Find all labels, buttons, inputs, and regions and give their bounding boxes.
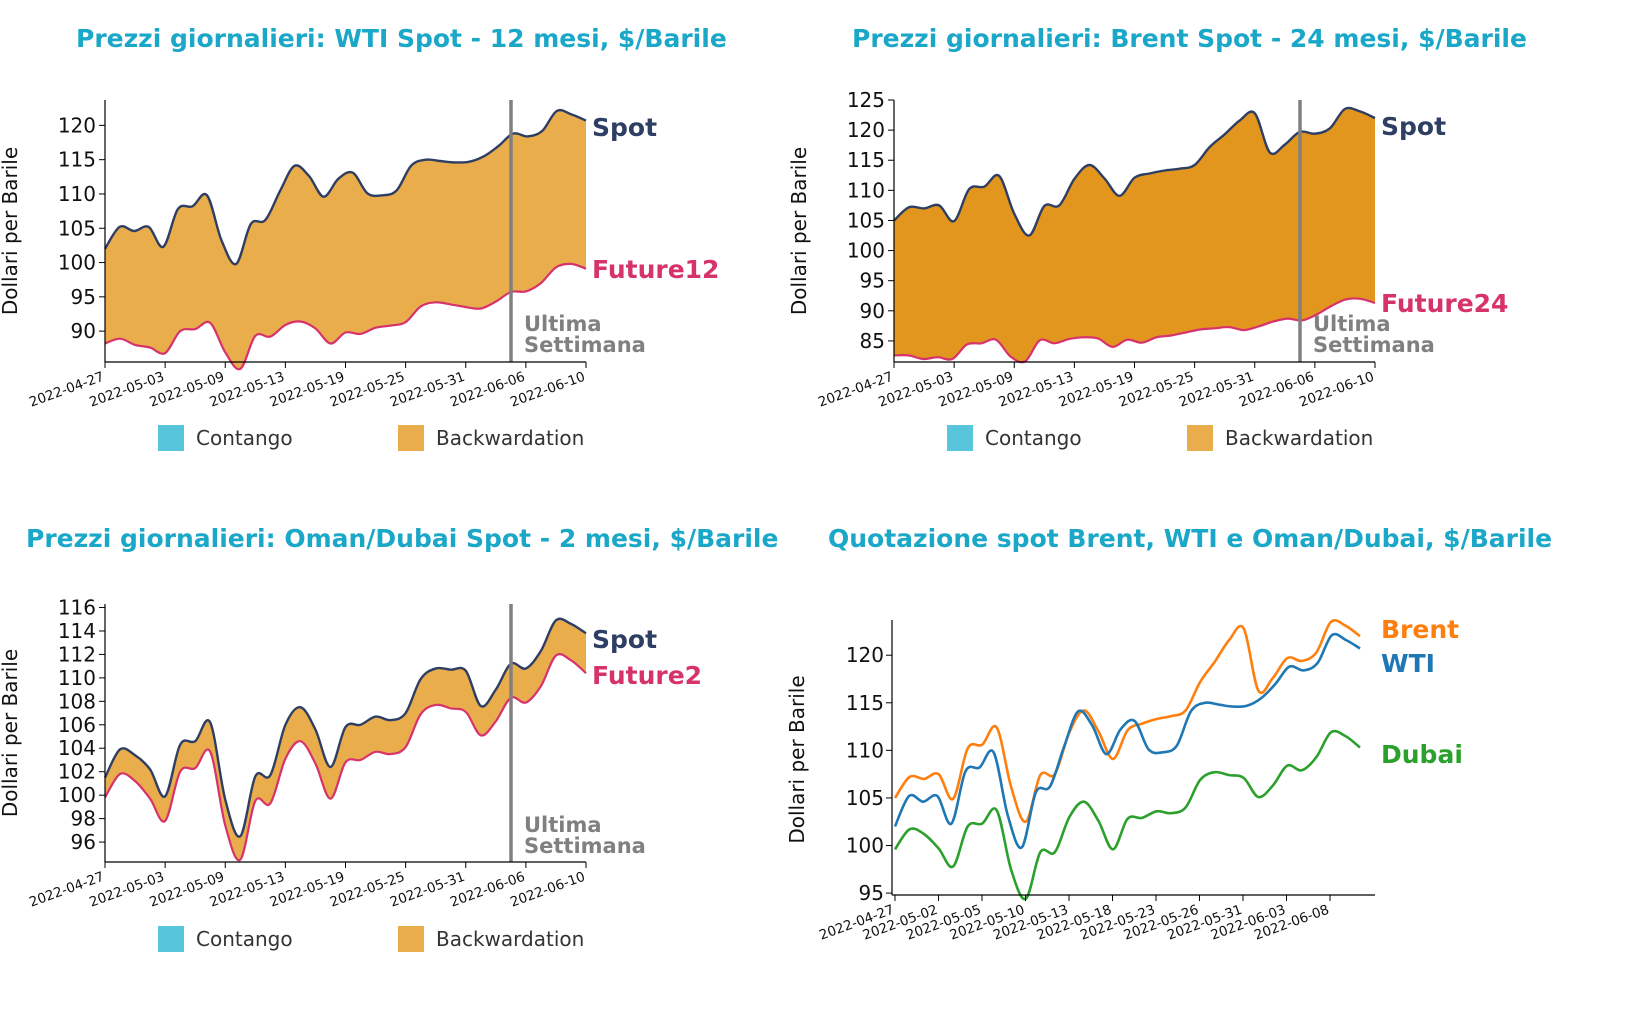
y-tick-label: 105 bbox=[846, 786, 884, 810]
y-tick-label: 112 bbox=[58, 642, 96, 666]
legend-swatch-backwardation bbox=[398, 926, 424, 952]
chart-title-wti: Prezzi giornalieri: WTI Spot - 12 mesi, … bbox=[76, 24, 727, 53]
y-axis-label: Dollari per Barile bbox=[787, 147, 811, 315]
y-tick-label: 115 bbox=[846, 691, 884, 715]
y-tick-label: 100 bbox=[846, 834, 884, 858]
legend-label-contango: Contango bbox=[196, 927, 293, 951]
y-tick-label: 104 bbox=[58, 736, 96, 760]
chart-svg-brent: UltimaSettimana8590951001051101151201252… bbox=[787, 88, 1508, 451]
y-tick-label: 90 bbox=[71, 319, 96, 343]
legend-label-contango: Contango bbox=[985, 426, 1082, 450]
future-line bbox=[893, 297, 1376, 364]
future-series-label: Future12 bbox=[592, 255, 719, 284]
wti-series-label: WTI bbox=[1381, 649, 1435, 678]
spot-line bbox=[103, 108, 587, 266]
spot-series-label: Spot bbox=[592, 625, 657, 654]
last-week-label-line1: Ultima bbox=[524, 312, 602, 336]
spot-series-label: Spot bbox=[592, 113, 657, 142]
legend-swatch-contango bbox=[947, 425, 973, 451]
future-line bbox=[104, 653, 587, 862]
y-tick-label: 125 bbox=[847, 88, 885, 112]
chart-panel-brent: Prezzi giornalieri: Brent Spot - 24 mesi… bbox=[0, 0, 1636, 500]
y-tick-label: 106 bbox=[58, 713, 96, 737]
last-week-label-line2: Settimana bbox=[524, 333, 646, 357]
chart-panel-wti: Prezzi giornalieri: WTI Spot - 12 mesi, … bbox=[0, 0, 818, 500]
y-tick-label: 108 bbox=[58, 689, 96, 713]
legend-swatch-contango bbox=[158, 425, 184, 451]
y-tick-label: 95 bbox=[71, 285, 96, 309]
y-tick-label: 85 bbox=[860, 329, 885, 353]
y-tick-label: 110 bbox=[58, 182, 96, 206]
legend-label-contango: Contango bbox=[196, 426, 293, 450]
y-tick-label: 105 bbox=[58, 216, 96, 240]
y-tick-label: 102 bbox=[58, 760, 96, 784]
y-tick-label: 114 bbox=[58, 619, 96, 643]
y-tick-label: 115 bbox=[58, 148, 96, 172]
wti-line bbox=[893, 632, 1361, 850]
brent-line bbox=[893, 619, 1361, 823]
future-line bbox=[104, 262, 587, 371]
y-tick-label: 120 bbox=[846, 643, 884, 667]
chart-svg-wti: UltimaSettimana90951001051101151202022-0… bbox=[0, 100, 719, 451]
y-tick-label: 100 bbox=[58, 251, 96, 275]
dubai-line bbox=[893, 729, 1361, 901]
legend-swatch-backwardation bbox=[398, 425, 424, 451]
chart-title-spot-compare: Quotazione spot Brent, WTI e Oman/Dubai,… bbox=[828, 524, 1553, 553]
chart-panel-dubai: Prezzi giornalieri: Oman/Dubai Spot - 2 … bbox=[0, 524, 779, 952]
legend-swatch-contango bbox=[158, 926, 184, 952]
legend-label-backwardation: Backwardation bbox=[1225, 426, 1373, 450]
legend-swatch-backwardation bbox=[1187, 425, 1213, 451]
y-tick-label: 95 bbox=[860, 269, 885, 293]
y-tick-label: 90 bbox=[860, 299, 885, 323]
y-axis-label: Dollari per Barile bbox=[0, 147, 22, 315]
y-axis-label: Dollari per Barile bbox=[785, 675, 809, 843]
future-series-label: Future2 bbox=[592, 661, 702, 690]
y-tick-label: 120 bbox=[58, 113, 96, 137]
y-tick-label: 95 bbox=[859, 881, 884, 905]
legend-label-backwardation: Backwardation bbox=[436, 927, 584, 951]
backwardation-area bbox=[894, 107, 1375, 363]
y-tick-label: 100 bbox=[58, 783, 96, 807]
last-week-label-line1: Ultima bbox=[1313, 312, 1391, 336]
y-tick-label: 110 bbox=[58, 666, 96, 690]
dubai-series-label: Dubai bbox=[1381, 740, 1463, 769]
chart-title-brent: Prezzi giornalieri: Brent Spot - 24 mesi… bbox=[852, 24, 1527, 53]
legend-label-backwardation: Backwardation bbox=[436, 426, 584, 450]
spot-line bbox=[103, 617, 587, 838]
future-series-label: Future24 bbox=[1381, 289, 1508, 318]
y-tick-label: 110 bbox=[846, 738, 884, 762]
y-tick-label: 115 bbox=[847, 148, 885, 172]
y-tick-label: 116 bbox=[58, 596, 96, 620]
y-tick-label: 98 bbox=[71, 807, 96, 831]
last-week-label-line1: Ultima bbox=[524, 813, 602, 837]
y-tick-label: 120 bbox=[847, 118, 885, 142]
spot-line bbox=[893, 106, 1376, 237]
y-axis-label: Dollari per Barile bbox=[0, 649, 22, 817]
brent-series-label: Brent bbox=[1381, 615, 1459, 644]
y-tick-label: 105 bbox=[847, 208, 885, 232]
y-tick-label: 110 bbox=[847, 178, 885, 202]
y-tick-label: 100 bbox=[847, 239, 885, 263]
spot-series-label: Spot bbox=[1381, 112, 1446, 141]
backwardation-area bbox=[105, 110, 586, 370]
last-week-label-line2: Settimana bbox=[1313, 333, 1435, 357]
last-week-label-line2: Settimana bbox=[524, 834, 646, 858]
y-tick-label: 96 bbox=[71, 830, 96, 854]
chart-title-dubai: Prezzi giornalieri: Oman/Dubai Spot - 2 … bbox=[26, 524, 779, 553]
